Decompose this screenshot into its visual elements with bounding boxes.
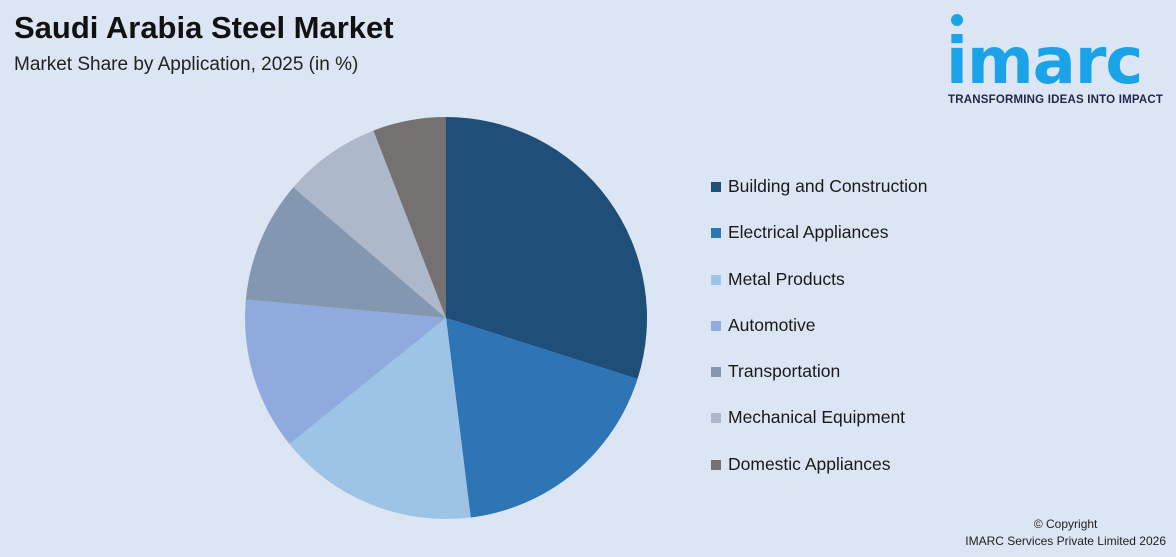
pie-slice-automotive — [245, 299, 446, 445]
legend-label: Building and Construction — [728, 176, 928, 196]
legend-label: Metal Products — [728, 268, 845, 289]
logo-dot-icon — [951, 14, 963, 26]
legend-swatch — [711, 274, 721, 285]
pie-slice-electrical-appliances — [446, 318, 638, 518]
legend-swatch — [711, 320, 721, 331]
chart-subtitle: Market Share by Application, 2025 (in %) — [14, 54, 359, 75]
pie-slice-building-and-construction — [446, 117, 647, 379]
logo-wordmark: imarc — [946, 25, 1143, 99]
legend-label: Transportation — [728, 361, 841, 382]
legend-label: Domestic Appliances — [728, 453, 891, 474]
legend-label: Mechanical Equipment — [728, 407, 906, 428]
legend-label: Electrical Appliances — [728, 222, 889, 243]
legend-swatch — [711, 367, 721, 378]
logo-tagline: TRANSFORMING IDEAS INTO IMPACT — [948, 94, 1164, 106]
imarc-logo: imarc TRANSFORMING IDEAS INTO IMPACT — [946, 12, 1172, 108]
legend-swatch — [711, 459, 721, 470]
chart-title: Saudi Arabia Steel Market — [14, 10, 394, 45]
legend-label: Automotive — [728, 314, 816, 335]
pie-slice-domestic-appliances — [373, 117, 446, 318]
copyright-line-1: © Copyright — [1033, 517, 1098, 531]
copyright-notice: © Copyright IMARC Services Private Limit… — [965, 516, 1166, 550]
pie-slice-metal-products — [289, 318, 471, 519]
legend-swatch — [711, 228, 721, 239]
pie-slice-transportation — [245, 187, 446, 318]
pie-slice-mechanical-equipment — [293, 130, 446, 318]
legend-swatch — [711, 182, 721, 192]
legend-swatch — [711, 413, 721, 424]
copyright-line-2: IMARC Services Private Limited 2026 — [965, 534, 1166, 548]
